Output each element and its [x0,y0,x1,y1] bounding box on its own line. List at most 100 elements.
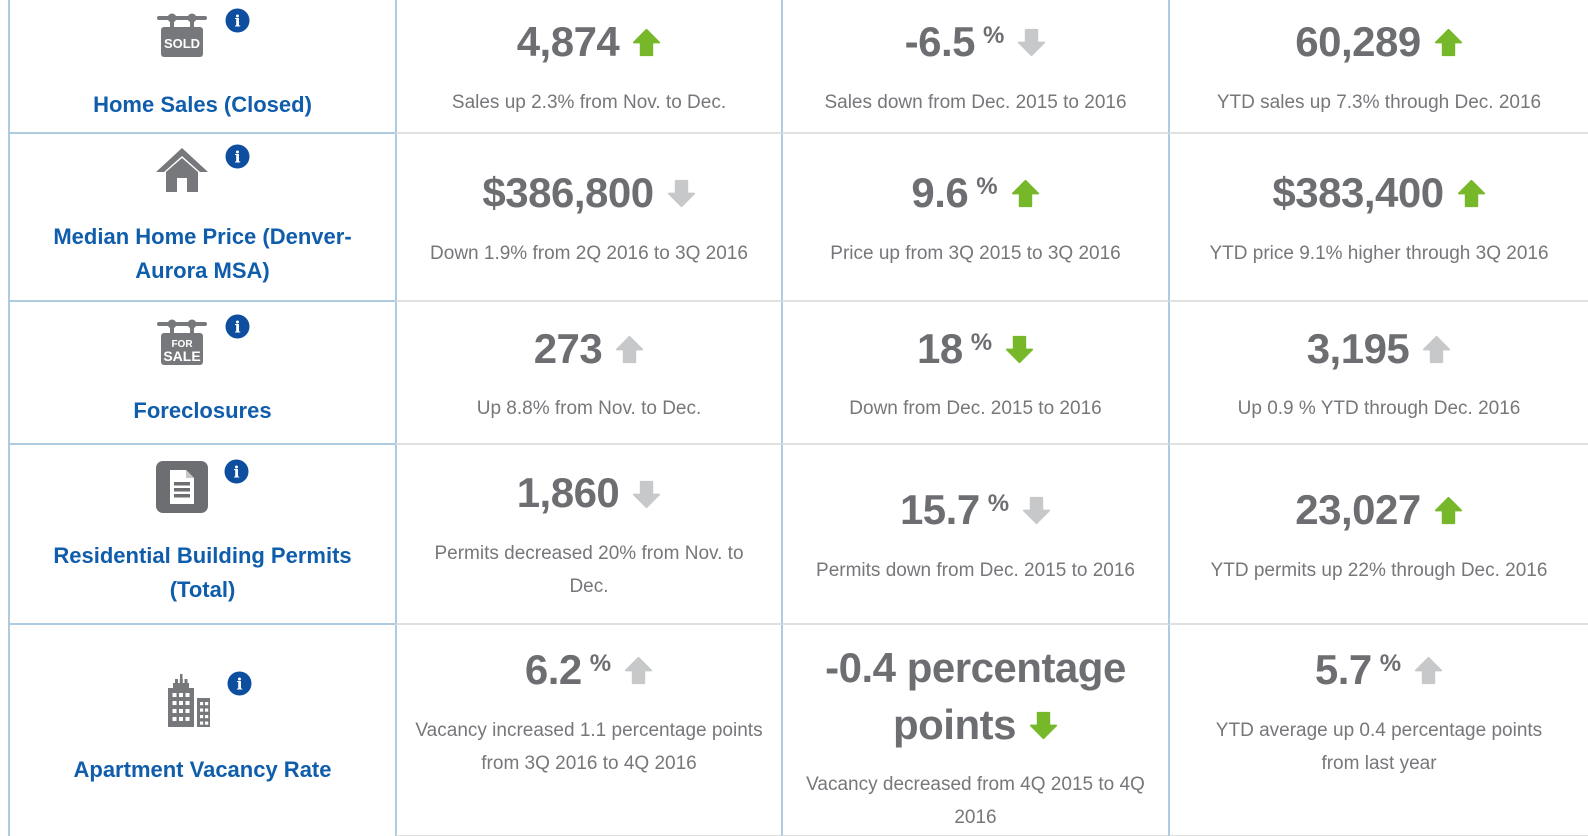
table-row: i Apartment Vacancy Rate 6.2% Vacancy in… [8,625,1588,836]
svg-text:i: i [234,11,240,30]
metric-desc: Vacancy increased 1.1 percentage points … [415,719,763,774]
svg-text:i: i [234,318,240,337]
metric-label-link[interactable]: Home Sales (Closed) [93,91,312,117]
info-icon[interactable]: i [227,671,252,696]
cell-yoy-change: -6.5% Sales down from Dec. 2015 to 2016 [781,0,1168,134]
up-arrow-icon [615,320,644,375]
up-arrow-icon [1422,320,1451,375]
metric-value: 23,027 [1295,481,1462,538]
metric-value: 3,195 [1307,320,1452,377]
cell-ytd: 60,289 YTD sales up 7.3% through Dec. 20… [1168,0,1588,134]
down-arrow-icon [1029,696,1058,751]
metric-value: $386,800 [482,164,695,221]
percent-sign: % [970,328,993,356]
cell-ytd: $383,400 YTD price 9.1% higher through 3… [1168,134,1588,302]
cell-ytd: 3,195 Up 0.9 % YTD through Dec. 2016 [1168,302,1588,445]
metric-value: 1,860 [517,464,662,521]
percent-sign: % [1379,650,1402,677]
metric-label-cell: i Median Home Price (Denver-Aurora MSA) [8,134,395,302]
icon-group: i [156,459,249,513]
cell-month-change: $386,800 Down 1.9% from 2Q 2016 to 3Q 20… [395,134,781,302]
up-arrow-icon [1434,481,1463,536]
up-arrow-icon [1011,164,1040,219]
cell-yoy-change: 18% Down from Dec. 2015 to 2016 [781,302,1168,445]
metric-desc: Up 8.8% from Nov. to Dec. [476,398,702,420]
down-arrow-icon [1022,481,1051,536]
up-arrow-icon [624,641,653,696]
svg-text:SOLD: SOLD [164,36,200,51]
document-icon [156,460,208,513]
percent-sign: % [589,650,612,677]
metric-label-link[interactable]: Median Home Price (Denver-Aurora MSA) [53,223,352,283]
up-arrow-icon [1434,13,1463,68]
table-row: i Residential Building Permits (Total) 1… [8,445,1588,625]
cell-month-change: 273 Up 8.8% from Nov. to Dec. [395,302,781,445]
svg-text:FOR: FOR [171,339,193,350]
metric-desc: YTD permits up 22% through Dec. 2016 [1210,559,1548,581]
down-arrow-icon [632,464,661,519]
metric-label-link[interactable]: Apartment Vacancy Rate [73,757,332,782]
metric-desc: Up 0.9 % YTD through Dec. 2016 [1237,398,1521,420]
info-icon[interactable]: i [225,8,250,33]
info-icon[interactable]: i [225,144,250,169]
icon-group: SOLD i [155,8,250,62]
metric-desc: Permits decreased 20% from Nov. to Dec. [434,543,744,598]
metric-desc: Vacancy decreased from 4Q 2015 to 4Q 201… [806,774,1145,829]
metric-label-link[interactable]: Foreclosures [133,398,272,424]
metric-value: 60,289 [1295,13,1462,70]
svg-text:i: i [234,147,240,166]
percent-sign: % [976,173,998,201]
metric-desc: YTD price 9.1% higher through 3Q 2016 [1209,242,1549,264]
house-icon [155,146,209,194]
metric-value: 5.7% [1315,641,1443,698]
metric-value: 4,874 [517,13,662,70]
icon-group: FOR SALE i [155,314,250,368]
metric-value: 18% [917,320,1034,377]
percent-sign: % [987,490,1010,518]
svg-text:i: i [233,462,239,481]
cell-month-change: 4,874 Sales up 2.3% from Nov. to Dec. [395,0,781,134]
metric-label-cell: FOR SALE i Foreclosures [8,302,395,445]
down-arrow-icon [1005,320,1034,375]
cell-yoy-change: 15.7% Permits down from Dec. 2015 to 201… [781,445,1168,625]
up-arrow-icon [1414,641,1443,696]
cell-month-change: 6.2% Vacancy increased 1.1 percentage po… [395,625,781,836]
metric-label-cell: i Residential Building Permits (Total) [8,445,395,625]
svg-text:SALE: SALE [163,348,200,364]
cell-ytd: 23,027 YTD permits up 22% through Dec. 2… [1168,445,1588,625]
metric-desc: Sales up 2.3% from Nov. to Dec. [451,91,727,113]
metric-desc: Down 1.9% from 2Q 2016 to 3Q 2016 [430,242,748,264]
up-arrow-icon [632,13,661,68]
table-row: i Median Home Price (Denver-Aurora MSA) … [8,134,1588,302]
table-row: FOR SALE i Foreclosures 273 Up 8.8% from… [8,302,1588,445]
metric-value: -6.5% [905,13,1047,70]
icon-group: i [155,144,250,194]
cell-yoy-change: 9.6% Price up from 3Q 2015 to 3Q 2016 [781,134,1168,302]
metric-desc: Down from Dec. 2015 to 2016 [849,398,1102,420]
for-sale-sign-icon: FOR SALE [155,316,209,368]
cell-month-change: 1,860 Permits decreased 20% from Nov. to… [395,445,781,625]
icon-group: i [153,671,252,727]
info-icon[interactable]: i [225,314,250,339]
metric-value: 6.2% [525,641,653,698]
percent-sign: % [983,22,1005,50]
metric-value: 273 [534,320,645,377]
metric-label-link[interactable]: Residential Building Permits (Total) [53,542,352,602]
down-arrow-icon [1017,13,1046,68]
info-icon[interactable]: i [224,459,249,484]
svg-text:i: i [236,675,242,694]
metric-desc: Price up from 3Q 2015 to 3Q 2016 [830,242,1121,264]
metric-value: $383,400 [1272,164,1485,221]
metric-value: 15.7% [900,481,1051,538]
metric-desc: Permits down from Dec. 2015 to 2016 [816,559,1135,581]
metric-label-cell: SOLD i Home Sales (Closed) [8,0,395,134]
metric-desc: Sales down from Dec. 2015 to 2016 [824,91,1127,113]
metric-value: 9.6% [911,164,1039,221]
metric-label-cell: i Apartment Vacancy Rate [8,625,395,836]
cell-ytd: 5.7% YTD average up 0.4 percentage point… [1168,625,1588,836]
down-arrow-icon [667,164,696,219]
metric-value: -0.4 percentage points [790,641,1162,752]
cell-yoy-change: -0.4 percentage points Vacancy decreased… [781,625,1168,836]
sold-sign-icon: SOLD [155,10,209,62]
